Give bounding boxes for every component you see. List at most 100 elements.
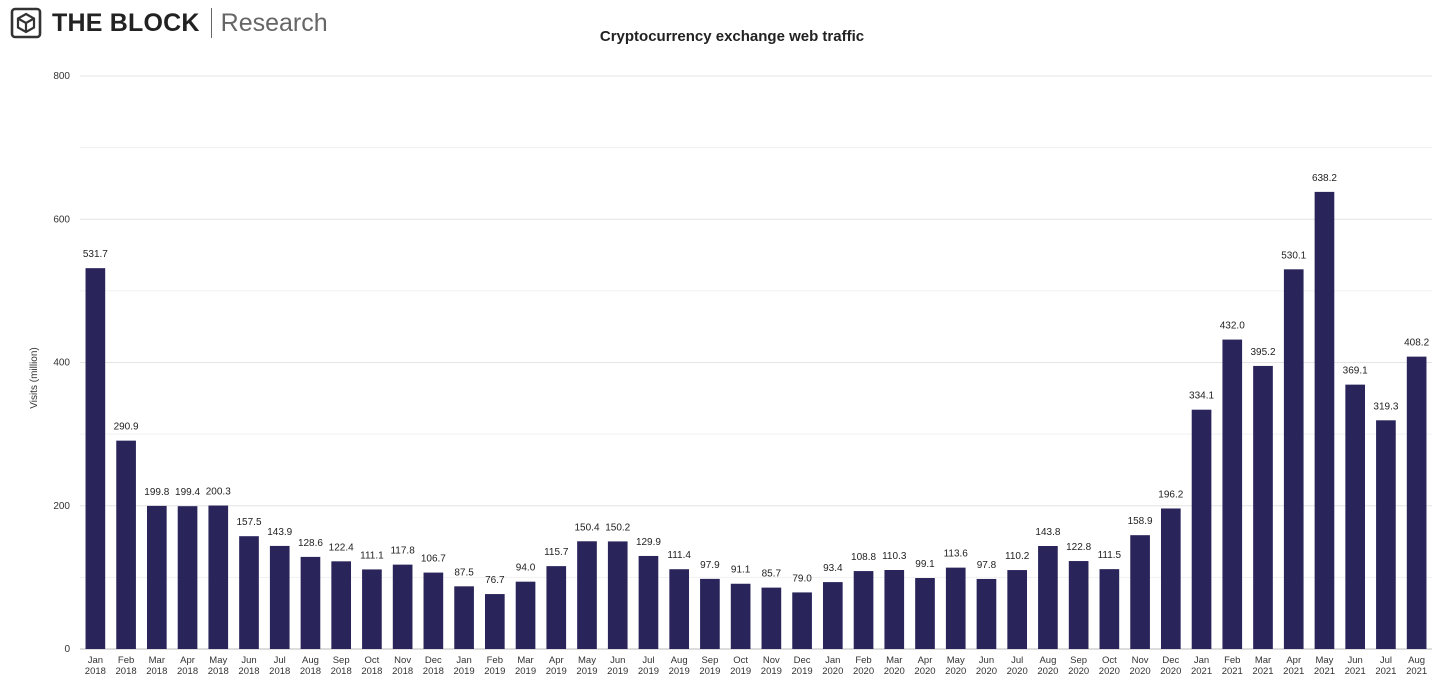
x-tick-label-month: May — [578, 655, 596, 666]
x-tick-label-month: Dec — [1162, 655, 1179, 666]
x-tick-label-month: Jun — [241, 655, 256, 666]
x-tick-label-year: 2020 — [1007, 666, 1028, 677]
data-label: 199.8 — [144, 487, 169, 498]
data-label: 200.3 — [206, 487, 231, 498]
bar — [700, 578, 720, 649]
bar — [669, 569, 690, 649]
x-tick-label-month: Jan — [825, 655, 840, 666]
x-tick-label-month: Sep — [333, 655, 350, 666]
x-tick-label-year: 2019 — [484, 666, 505, 677]
x-tick-label-year: 2018 — [361, 666, 382, 677]
x-tick-label-month: Feb — [1224, 655, 1240, 666]
x-tick-label-month: Jan — [456, 655, 471, 666]
bar — [423, 572, 444, 649]
y-tick-label: 800 — [53, 71, 70, 82]
x-tick-label-month: Mar — [1255, 655, 1271, 666]
bar — [392, 564, 413, 649]
bar — [1406, 356, 1427, 649]
data-label: 117.8 — [390, 546, 415, 557]
x-tick-label-month: Jul — [274, 655, 286, 666]
brand-name: THE BLOCK — [52, 8, 200, 37]
x-tick-label-year: 2019 — [607, 666, 628, 677]
bar — [730, 583, 751, 649]
x-tick-label-year: 2019 — [730, 666, 751, 677]
bar — [239, 536, 259, 649]
bar — [1345, 384, 1366, 649]
data-label: 150.4 — [574, 522, 599, 533]
x-tick-label-month: May — [947, 655, 965, 666]
x-tick-label-year: 2021 — [1345, 666, 1366, 677]
bar — [1314, 191, 1335, 649]
x-tick-label-month: Apr — [180, 655, 195, 666]
data-label: 531.7 — [83, 249, 108, 260]
bar — [577, 541, 597, 649]
x-tick-label-year: 2018 — [146, 666, 167, 677]
x-tick-label-year: 2021 — [1375, 666, 1396, 677]
data-label: 143.9 — [267, 527, 292, 538]
bar — [1007, 570, 1028, 649]
bar — [1038, 546, 1058, 649]
x-tick-label-month: Nov — [1132, 655, 1149, 666]
x-tick-label-year: 2019 — [638, 666, 659, 677]
bar — [1160, 508, 1181, 649]
data-label: 76.7 — [485, 575, 505, 586]
bar — [1068, 561, 1089, 649]
x-tick-label-month: Dec — [425, 655, 442, 666]
data-label: 79.0 — [792, 573, 812, 584]
data-label: 85.7 — [762, 569, 782, 580]
data-label: 143.8 — [1035, 527, 1060, 538]
data-label: 369.1 — [1343, 366, 1368, 377]
bar — [853, 571, 874, 649]
bar — [331, 561, 352, 649]
x-tick-label-month: Feb — [487, 655, 503, 666]
x-tick-label-year: 2018 — [300, 666, 321, 677]
brand-header: THE BLOCK Research — [10, 6, 328, 40]
bar — [208, 505, 229, 649]
x-tick-label-month: Aug — [302, 655, 319, 666]
data-label: 150.2 — [605, 522, 630, 533]
data-label: 319.3 — [1373, 401, 1398, 412]
bar — [1283, 269, 1304, 649]
x-tick-label-year: 2018 — [238, 666, 259, 677]
x-tick-label-month: Jun — [979, 655, 994, 666]
x-tick-label-year: 2018 — [116, 666, 137, 677]
brand-divider — [210, 8, 212, 38]
data-label: 97.9 — [700, 560, 720, 571]
y-tick-label: 0 — [64, 644, 70, 655]
x-tick-label-year: 2018 — [177, 666, 198, 677]
x-tick-label-month: May — [209, 655, 227, 666]
data-label: 110.2 — [1005, 551, 1030, 562]
data-label: 99.1 — [915, 559, 935, 570]
bar — [761, 587, 782, 649]
x-tick-label-month: Nov — [394, 655, 411, 666]
data-label: 157.5 — [236, 517, 261, 528]
bar — [1130, 535, 1150, 649]
x-tick-label-month: Dec — [794, 655, 811, 666]
y-tick-label: 400 — [53, 358, 70, 369]
data-label: 122.8 — [1066, 542, 1091, 553]
bar — [1376, 420, 1396, 649]
data-label: 408.2 — [1404, 338, 1429, 349]
x-tick-label-year: 2018 — [392, 666, 413, 677]
data-label: 97.8 — [977, 560, 997, 571]
x-tick-label-year: 2020 — [914, 666, 935, 677]
data-label: 115.7 — [544, 547, 569, 558]
x-tick-label-year: 2020 — [976, 666, 997, 677]
x-tick-label-year: 2019 — [699, 666, 720, 677]
x-tick-label-month: Apr — [1286, 655, 1301, 666]
bar — [269, 545, 290, 649]
data-label: 290.9 — [114, 422, 139, 433]
x-tick-label-month: Jan — [88, 655, 103, 666]
bar — [915, 578, 935, 649]
bar — [1222, 339, 1243, 649]
data-label: 395.2 — [1250, 347, 1275, 358]
bar — [146, 505, 167, 649]
x-tick-label-month: May — [1315, 655, 1333, 666]
x-tick-label-year: 2021 — [1191, 666, 1212, 677]
data-label: 158.9 — [1128, 516, 1153, 527]
bar — [884, 569, 905, 649]
data-label: 129.9 — [636, 537, 661, 548]
bar — [945, 567, 966, 649]
x-tick-label-month: Sep — [1070, 655, 1087, 666]
data-label: 111.4 — [667, 550, 691, 561]
